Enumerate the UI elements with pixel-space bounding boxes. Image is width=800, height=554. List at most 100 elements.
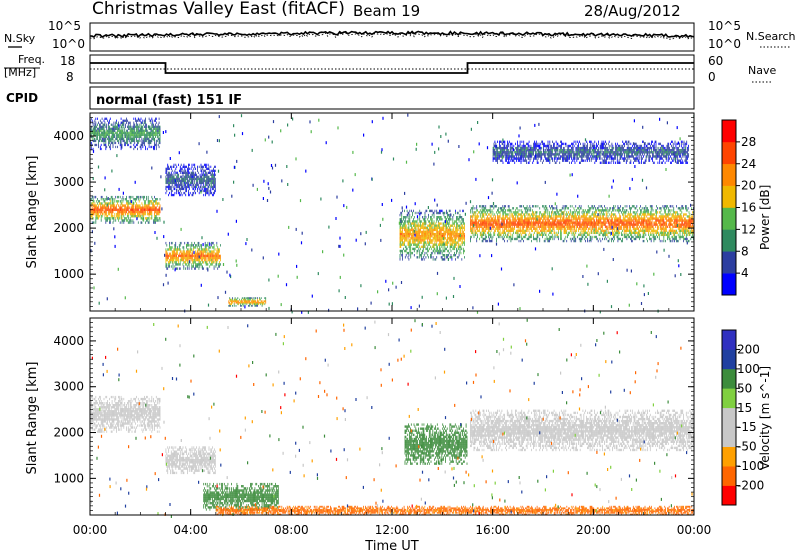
xtick-label: 00:00	[73, 523, 108, 537]
xtick-label: 20:00	[576, 523, 611, 537]
power-colorbar-tick-label: 24	[741, 157, 756, 171]
velocity-scatter	[90, 318, 693, 518]
velocity-feature-3	[404, 423, 468, 465]
power-colorbar: 4 8 12 16 20 24 28	[721, 119, 756, 296]
velocity-colorbar-segment	[722, 349, 736, 370]
velocity-cells	[90, 395, 694, 516]
velocity-colorbar-tick-label: 200	[737, 342, 760, 356]
station-title: Christmas Valley East (fitACF)	[92, 0, 345, 19]
noise-left-tick-high: 10^5	[48, 19, 81, 33]
velocity-feature-1	[165, 446, 216, 475]
power-feature-5	[399, 209, 465, 261]
power-colorbar-segment	[722, 207, 736, 230]
velocity-colorbar-frame	[721, 329, 737, 506]
xtick-label: 04:00	[173, 523, 208, 537]
velocity-feature-5	[215, 505, 694, 516]
noise-right-tick-low: 10^0	[708, 37, 741, 51]
freq-label: Freq.	[18, 53, 45, 66]
xlabel: Time UT	[364, 539, 418, 554]
power-colorbar-segment	[722, 273, 736, 296]
cpid-label: CPID	[6, 91, 38, 105]
power-colorbar-tick-label: 20	[741, 179, 756, 193]
power-feature-2	[165, 241, 221, 270]
velocity-background	[90, 318, 694, 515]
nsky-trace	[89, 30, 695, 39]
power-ytick-label: 1000	[53, 267, 84, 281]
velocity-colorbar-tick-label: 15	[737, 401, 752, 415]
nsearch-label: N.Search	[746, 30, 796, 43]
velocity-colorbar-segment	[722, 330, 736, 350]
noise-panel-frame	[89, 22, 695, 52]
velocity-feature-0	[90, 395, 161, 433]
freq-left-tick-low: 8	[66, 70, 74, 84]
nsearch-trace	[89, 31, 695, 40]
velocity-colorbar-label: Velocity [m s^-1]	[758, 366, 772, 470]
velocity-panel: 1000 2000 3000 4000 00:00 04:00 08:00 12:00 16:0…	[53, 317, 712, 537]
power-colorbar-segment	[722, 251, 736, 274]
velocity-feature-2	[203, 482, 279, 511]
velocity-colorbar-segment	[722, 427, 736, 447]
power-ylabel: Slant Range [km]	[25, 156, 40, 269]
velocity-ytick-label: 3000	[53, 380, 84, 394]
velocity-ylabel: Slant Range [km]	[25, 362, 40, 475]
xtick-label: 08:00	[274, 523, 309, 537]
date-label: 28/Aug/2012	[584, 2, 681, 20]
power-colorbar-tick-label: 16	[741, 201, 756, 215]
power-colorbar-segment	[722, 141, 736, 165]
velocity-colorbar-segment	[722, 407, 736, 428]
noise-right-tick-high: 10^5	[708, 19, 741, 33]
velocity-colorbar: 200 100 50 15 -15 -50 -100 -200	[721, 329, 764, 506]
velocity-colorbar-segment	[722, 446, 736, 467]
power-colorbar-label: Power [dB]	[758, 185, 772, 250]
power-cells	[90, 117, 694, 307]
power-colorbar-segment	[722, 163, 736, 186]
power-feature-4	[228, 297, 267, 307]
freq-traces	[90, 62, 694, 74]
xtick-label: 12:00	[375, 523, 410, 537]
power-colorbar-tick-label: 8	[741, 244, 749, 258]
velocity-colorbar-segment	[722, 485, 736, 506]
xtick-label: 16:00	[475, 523, 510, 537]
power-ytick-label: 4000	[53, 129, 84, 143]
power-colorbar-tick-label: 12	[741, 222, 756, 236]
velocity-ytick-label: 2000	[53, 426, 84, 440]
velocity-colorbar-segment	[722, 368, 736, 389]
freq-right-tick-low: 0	[708, 70, 716, 84]
velocity-colorbar-tick-label: -50	[737, 440, 757, 454]
power-ytick-label: 3000	[53, 175, 84, 189]
velocity-colorbar-tick-label: -200	[737, 479, 764, 493]
velocity-ytick-label: 1000	[53, 471, 84, 485]
velocity-ytick-label: 4000	[53, 334, 84, 348]
nsky-label: N.Sky	[4, 32, 36, 45]
power-colorbar-segment	[722, 120, 736, 143]
xtick-label: 00:00	[677, 523, 712, 537]
power-feature-3	[165, 163, 216, 197]
power-feature-1	[90, 117, 161, 151]
power-scatter	[90, 113, 695, 314]
noise-traces	[89, 30, 695, 40]
velocity-colorbar-tick-label: 50	[737, 381, 752, 395]
power-feature-6	[470, 205, 694, 243]
beam-label: Beam 19	[353, 2, 420, 20]
freq-unit-label: [MHz]	[4, 66, 36, 79]
power-ytick-label: 2000	[53, 221, 84, 235]
freq-right-tick-high: 60	[708, 54, 723, 68]
power-colorbar-tick-label: 28	[741, 135, 756, 149]
velocity-colorbar-segment	[722, 466, 736, 486]
power-panel: 1000 2000 3000 4000	[53, 112, 695, 314]
cpid-panel-frame	[89, 86, 695, 110]
velocity-colorbar-tick-label: 100	[737, 362, 760, 376]
velocity-colorbar-tick-label: -100	[737, 459, 764, 473]
noise-left-tick-low: 10^0	[52, 37, 85, 51]
velocity-colorbar-tick-label: -15	[737, 420, 757, 434]
cpid-value: normal (fast) 151 IF	[96, 93, 242, 108]
frequency-trace	[90, 62, 694, 74]
power-colorbar-segment	[722, 229, 736, 252]
power-colorbar-tick-label: 4	[741, 266, 749, 280]
nave-label: Nave	[748, 64, 776, 77]
velocity-colorbar-segment	[722, 388, 736, 409]
power-colorbar-segment	[722, 185, 736, 208]
freq-left-tick-high: 18	[60, 54, 75, 68]
